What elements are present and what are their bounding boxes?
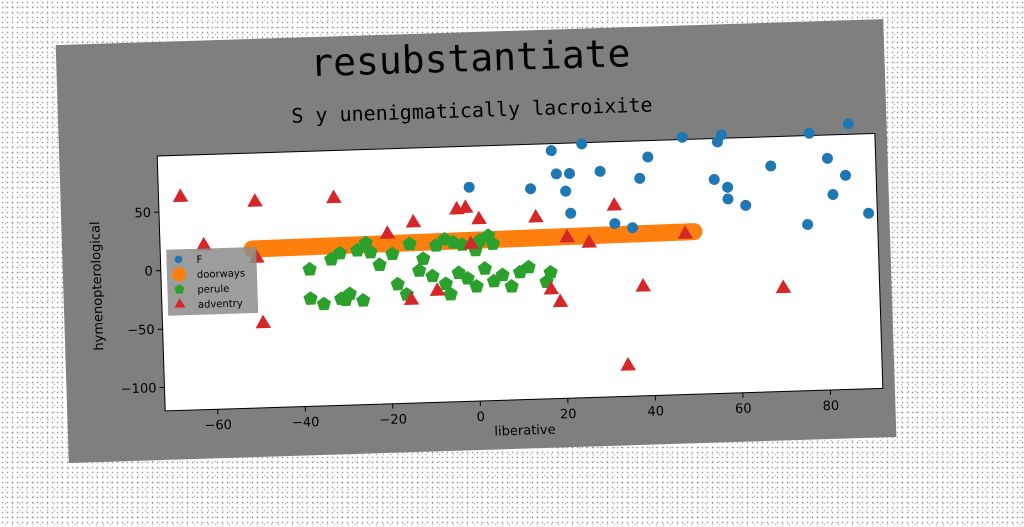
x-axis-label: liberative: [494, 423, 556, 440]
x-tick-label: 60: [735, 401, 752, 417]
x-tick-label: −40: [292, 415, 320, 431]
legend-label-F: F: [196, 255, 202, 266]
legend-label-doorways: doorways: [197, 268, 245, 281]
y-axis-label: hymenopterological: [88, 221, 107, 351]
x-tick-label: 40: [647, 404, 664, 420]
x-tick-label: −20: [379, 412, 407, 428]
y-tick-label: −100: [121, 381, 157, 397]
x-tick-label: 0: [476, 410, 485, 425]
legend-label-perule: perule: [197, 284, 229, 296]
data-point-F: [843, 118, 854, 129]
y-tick-label: −50: [127, 323, 155, 339]
legend-label-adventry: adventry: [198, 298, 243, 310]
x-tick-label: −60: [204, 418, 232, 434]
y-tick-label: 50: [134, 206, 151, 222]
x-tick-label: 80: [822, 399, 839, 415]
x-tick-label: 20: [560, 407, 577, 423]
y-tick-label: 0: [144, 264, 153, 279]
